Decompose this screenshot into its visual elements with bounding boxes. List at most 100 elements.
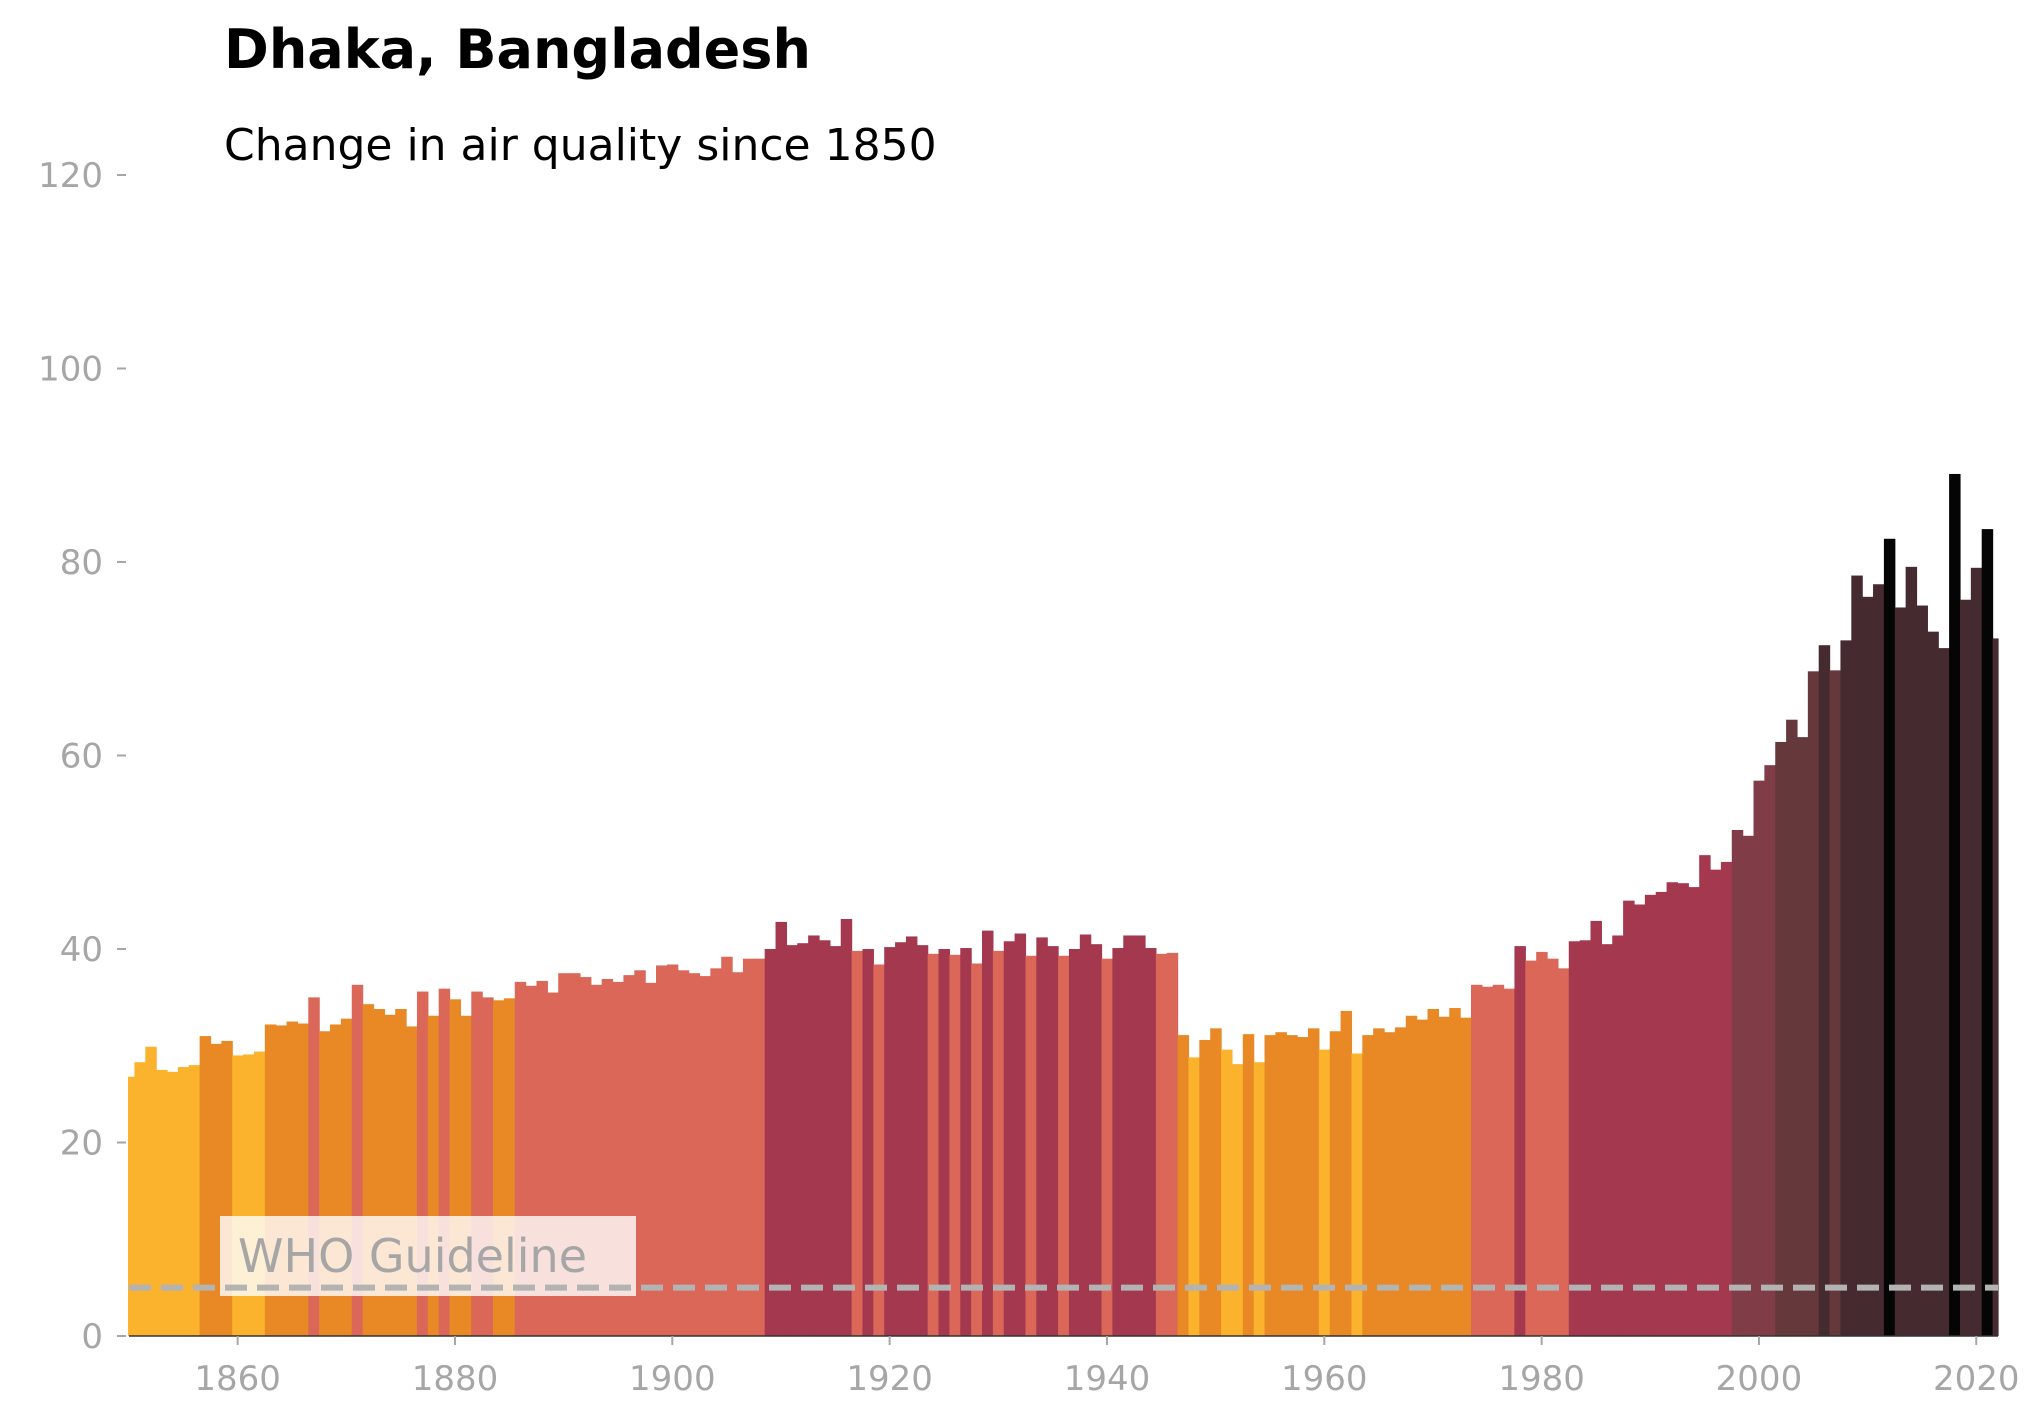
bar-1862: [253, 1051, 266, 1336]
bar-1871: [351, 984, 364, 1336]
bar-1921: [895, 942, 907, 1336]
x-tick-label: 1960: [1281, 1359, 1368, 1399]
bar-2003: [1786, 719, 1798, 1336]
bar-1979: [1525, 960, 1537, 1336]
bar-1876: [406, 1026, 418, 1336]
bar-1926: [949, 954, 961, 1336]
bar-2006: [1818, 645, 1831, 1336]
bar-1988: [1623, 900, 1635, 1337]
bar-1935: [1047, 946, 1059, 1336]
bar-1996: [1710, 869, 1722, 1336]
bar-2020: [1970, 567, 1983, 1336]
bar-1896: [623, 975, 635, 1336]
bar-1853: [156, 1069, 168, 1336]
bar-1925: [938, 949, 951, 1336]
bar-1970: [1427, 1008, 1439, 1336]
bar-1965: [1373, 1028, 1385, 1336]
bar-1917: [851, 950, 864, 1336]
bar-1873: [373, 1008, 385, 1336]
bar-1860: [232, 1055, 244, 1336]
bar-1908: [753, 958, 766, 1336]
bar-2019: [1959, 599, 1972, 1336]
bar-1892: [579, 977, 592, 1336]
bar-1992: [1666, 882, 1679, 1336]
bar-2001: [1764, 765, 1776, 1336]
bar-1890: [558, 973, 570, 1336]
bar-1867: [308, 997, 320, 1337]
bar-2015: [1916, 605, 1928, 1336]
bar-1947: [1177, 1035, 1190, 1336]
bar-1897: [634, 970, 646, 1336]
bar-1950: [1210, 1028, 1222, 1336]
bar-1856: [188, 1065, 201, 1336]
bar-1980: [1536, 951, 1548, 1336]
bar-1994: [1688, 887, 1700, 1336]
x-tick-label: 2020: [1933, 1359, 2020, 1399]
bar-1963: [1351, 1053, 1363, 1336]
bar-1943: [1134, 935, 1146, 1336]
bar-1875: [395, 1008, 407, 1336]
bar-1946: [1166, 952, 1179, 1336]
bar-1934: [1036, 937, 1048, 1336]
bar-2009: [1851, 575, 1863, 1336]
bar-1911: [786, 945, 798, 1336]
bar-2004: [1796, 737, 1809, 1336]
guideline-layer: WHO Guideline: [129, 1216, 1998, 1296]
bar-1951: [1221, 1049, 1233, 1336]
bar-1898: [645, 982, 657, 1336]
bar-1939: [1090, 944, 1103, 1336]
bar-1906: [732, 972, 744, 1336]
bar-1877: [416, 991, 429, 1336]
bar-1918: [862, 949, 874, 1336]
bar-1933: [1025, 955, 1037, 1336]
bar-1936: [1058, 955, 1070, 1336]
bar-2007: [1829, 670, 1842, 1336]
bar-1985: [1590, 920, 1602, 1336]
bar-1973: [1460, 1017, 1472, 1336]
bar-1995: [1699, 855, 1711, 1336]
bar-1987: [1612, 935, 1624, 1336]
bar-2013: [1894, 607, 1907, 1336]
bar-1989: [1633, 904, 1646, 1336]
bar-1940: [1101, 958, 1113, 1336]
y-tick-label: 80: [60, 543, 103, 583]
bar-1881: [460, 1015, 472, 1336]
bar-1884: [493, 1000, 505, 1336]
bar-1887: [525, 985, 538, 1336]
x-tick-label: 1940: [1064, 1359, 1151, 1399]
bar-1999: [1742, 835, 1755, 1336]
bar-1937: [1068, 949, 1081, 1336]
bar-1922: [905, 936, 918, 1336]
bar-1907: [742, 958, 755, 1336]
bar-1857: [199, 1036, 212, 1336]
bar-1883: [482, 997, 494, 1337]
bar-1852: [145, 1046, 157, 1336]
guideline-label-box: [220, 1216, 636, 1296]
bar-1919: [873, 964, 885, 1336]
bar-1966: [1384, 1032, 1396, 1336]
bar-1886: [514, 981, 527, 1336]
bar-1942: [1123, 935, 1135, 1336]
bar-2014: [1905, 566, 1918, 1336]
bar-2018: [1949, 473, 1961, 1337]
bar-1956: [1275, 1032, 1287, 1336]
axes-layer: 0 20 40 60 80 100 120 1860 1880 1900 1920 1940 1960 1…: [38, 156, 2019, 1399]
bar-1948: [1188, 1057, 1200, 1336]
bar-1928: [971, 963, 983, 1336]
bar-1927: [960, 948, 972, 1336]
bar-2021: [1981, 529, 1994, 1336]
bar-1981: [1547, 958, 1559, 1336]
chart-subtitle: Change in air quality since 1850: [224, 120, 937, 171]
bar-1891: [569, 973, 581, 1336]
bars-layer: [128, 473, 1999, 1337]
x-tick-label: 1860: [194, 1359, 281, 1399]
bar-1912: [797, 943, 809, 1336]
bar-1975: [1481, 986, 1494, 1336]
bar-1957: [1286, 1035, 1298, 1336]
bar-1920: [884, 947, 896, 1336]
bar-1916: [840, 919, 853, 1336]
bar-1882: [471, 991, 483, 1336]
bar-1986: [1601, 944, 1613, 1336]
bar-1878: [427, 1015, 440, 1336]
